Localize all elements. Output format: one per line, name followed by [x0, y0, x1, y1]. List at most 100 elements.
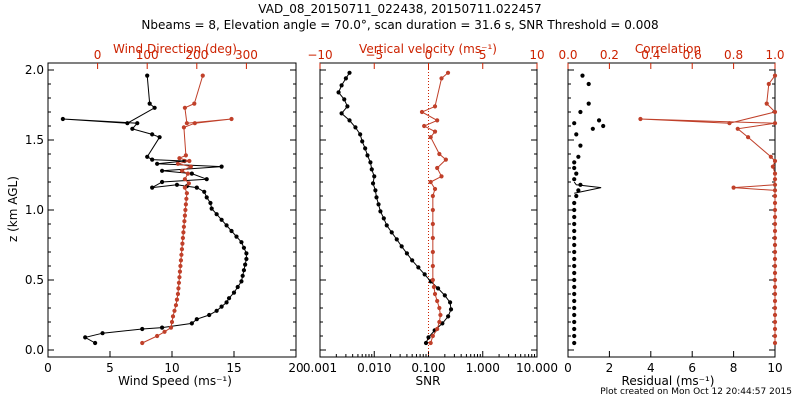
corr-series-0-point	[574, 193, 579, 199]
corr-series-2-point	[772, 249, 778, 255]
vertical-series-0-point	[446, 314, 451, 319]
wind-bottom-tick-label: 5	[106, 361, 114, 375]
vertical-series-1-point	[419, 109, 425, 115]
wind-series-0-point	[207, 312, 212, 318]
wind-series-1-point	[175, 161, 181, 166]
vertical-series-0-point	[339, 83, 344, 88]
vertical-series-1-point	[439, 174, 444, 179]
vertical-series-0-point	[374, 195, 379, 200]
corr-series-2-point	[772, 298, 778, 304]
wind-series-0-point	[135, 121, 140, 126]
wind-series-1-point	[186, 181, 191, 186]
wind-series-0-point	[219, 164, 224, 169]
wind-series-1-point	[172, 308, 177, 313]
corr-series-2-point	[772, 270, 778, 276]
correlation-axis-label: Correlation	[634, 42, 702, 56]
wind-series-1-point	[182, 177, 187, 182]
vertical-bottom-tick-label: 1.000	[466, 361, 500, 375]
corr-series-2-point	[735, 126, 740, 131]
vertical-series-1-point	[430, 249, 435, 255]
wind-series-1-point	[180, 235, 186, 241]
wind-series-0-point	[224, 300, 229, 305]
wind-series-0-point	[243, 262, 248, 267]
wind-series-1-point	[182, 219, 187, 224]
y-tick-label: 1.0	[25, 203, 44, 217]
wind-series-0-point	[145, 154, 150, 159]
corr-series-2-point	[764, 101, 769, 106]
wind-series-1-point	[182, 213, 187, 218]
wind-series-0-point	[150, 157, 155, 162]
wind-series-0-point	[219, 304, 224, 309]
wind-series-1-point	[155, 333, 160, 339]
vertical-series-1-point	[443, 157, 448, 162]
vertical-series-0-point	[448, 307, 454, 312]
wind-series-1-point	[173, 303, 179, 308]
corr-series-2-point	[772, 109, 778, 115]
corr-series-0-point	[590, 126, 595, 131]
wind-series-0-point	[204, 177, 209, 182]
wind-series-1-point	[181, 224, 187, 229]
wind-series-0-point	[231, 290, 237, 295]
y-tick-label: 1.5	[25, 133, 44, 147]
wind-series-0-point	[241, 268, 247, 273]
corr-series-2-point	[772, 182, 778, 187]
corr-series-0-point	[601, 123, 606, 129]
vertical-series-1-point	[422, 123, 427, 129]
wind-series-1-point	[168, 325, 174, 330]
vertical-series-1-point	[437, 305, 442, 311]
wind-series-0-point	[214, 308, 219, 313]
vertical-series-1-point	[435, 118, 440, 123]
corr-series-2-point	[772, 319, 778, 325]
vertical-series-0-point	[347, 70, 352, 75]
vertical-series-0-point	[347, 118, 352, 123]
wind-series-0-point	[226, 296, 232, 301]
vertical-series-0-point	[368, 160, 373, 165]
vertical-series-0-point	[389, 230, 394, 235]
wind-series-0-point	[147, 101, 152, 106]
corr-series-2-point	[772, 340, 778, 346]
vertical-series-0-point	[373, 188, 378, 193]
corr-series-0-point	[572, 333, 577, 339]
corr-series-0-point	[572, 270, 577, 276]
corr-series-2-point	[772, 235, 778, 241]
vertical-series-1-point	[428, 179, 433, 185]
corr-series-2-point	[772, 263, 778, 269]
corr-series-0-point	[572, 291, 577, 297]
wind-series-1-point	[192, 121, 197, 126]
corr-series-2-point	[727, 121, 732, 126]
corr-series-0-point	[574, 171, 579, 176]
vertical-bottom-tick-label: 0.001	[303, 361, 337, 375]
vertical-series-0-point	[363, 146, 368, 151]
vertical-series-0-point	[353, 125, 358, 130]
vertical-bottom-tick-label: 10.000	[516, 361, 558, 375]
wind-series-1-point	[184, 196, 189, 201]
vertical-series-0-point	[376, 202, 381, 207]
corr-series-2-line	[640, 75, 776, 343]
wind-series-0-point	[208, 200, 213, 206]
corr-series-0-point	[572, 319, 577, 325]
vertical-series-1-point	[428, 135, 433, 140]
wind-top-tick-label: 100	[136, 48, 159, 62]
vertical-series-1-point	[432, 291, 438, 297]
wind-series-0-point	[159, 168, 165, 173]
wind-series-0-point	[214, 212, 219, 217]
corr-bottom-tick-label: 10	[767, 361, 782, 375]
corr-top-tick-label: 0.8	[724, 48, 743, 62]
corr-series-2-point	[772, 242, 778, 248]
corr-series-0-point	[572, 263, 577, 269]
corr-series-2-point	[766, 81, 771, 87]
corr-series-0-point	[586, 101, 591, 106]
vertical-series-0-point	[381, 216, 386, 221]
wind-series-0-point	[140, 326, 145, 332]
vertical-series-0-point	[365, 153, 370, 158]
wind-series-1-point	[183, 207, 188, 213]
wind-frame	[47, 62, 297, 358]
wind-series-0-line	[62, 75, 247, 344]
vertical-series-0-point	[384, 223, 389, 228]
wind-series-1-point	[182, 185, 187, 190]
wind-series-1-point	[192, 101, 197, 106]
corr-series-0-point	[572, 298, 577, 304]
wind-series-0-point	[244, 251, 249, 256]
vertical-top-tick-label: 5	[479, 48, 487, 62]
corr-series-2-point	[772, 326, 778, 332]
